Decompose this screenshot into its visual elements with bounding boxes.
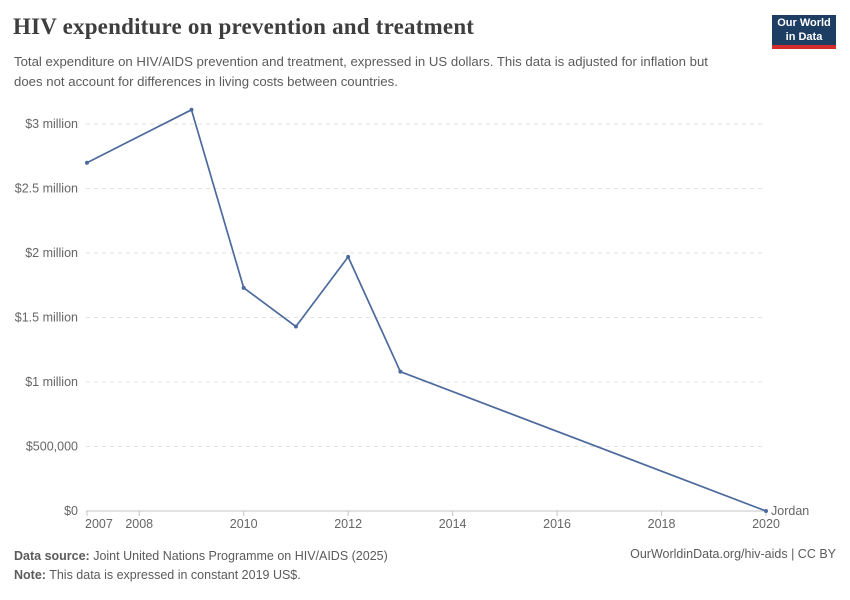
y-axis-tick-label: $2 million [25, 246, 78, 260]
data-point[interactable] [85, 160, 89, 165]
page-title: HIV expenditure on prevention and treatm… [13, 14, 475, 39]
owid-logo[interactable]: Our World in Data [772, 15, 836, 49]
series-line-jordan[interactable] [86, 108, 767, 512]
note-line: Note: This data is expressed in constant… [14, 566, 388, 585]
series-end-label[interactable]: Jordan [771, 504, 809, 518]
data-source-line: Data source: Joint United Nations Progra… [14, 547, 388, 566]
x-axis-tick-label: 2018 [648, 517, 676, 531]
line-chart: $0 $500,000 $1 million $1.5 million $2 milli… [15, 107, 809, 531]
y-axis-tick-label: $0 [64, 504, 78, 518]
note-label: Note: [14, 568, 46, 582]
y-axis-tick-label: $500,000 [26, 440, 78, 454]
owid-logo-line2: in Data [785, 30, 823, 43]
x-axis-tick-label: 2014 [439, 517, 467, 531]
x-axis-tick-label: 2020 [752, 517, 780, 531]
y-axis-tick-label: $1 million [25, 375, 78, 389]
y-axis-tick-label: $1.5 million [15, 311, 78, 325]
x-axis-tick-label: 2012 [334, 517, 362, 531]
x-axis-tick-label: 2016 [543, 517, 571, 531]
x-axis-tick-label: 2008 [125, 517, 153, 531]
footer-citation-link[interactable]: OurWorldinData.org/hiv-aids | CC BY [630, 547, 836, 561]
x-axis-tick-label: 2007 [85, 517, 113, 531]
owid-logo-line1: Our World [777, 17, 831, 29]
data-point[interactable] [398, 369, 403, 374]
note-text: This data is expressed in constant 2019 … [45, 568, 301, 582]
x-axis-tick-label: 2010 [230, 517, 258, 531]
data-point[interactable] [241, 285, 246, 290]
chart-subtitle: Total expenditure on HIV/AIDS prevention… [14, 54, 708, 89]
data-point[interactable] [764, 509, 768, 513]
footer-source-note: Data source: Joint United Nations Progra… [14, 547, 388, 585]
data-source-text: Joint United Nations Programme on HIV/AI… [89, 549, 388, 563]
data-point[interactable] [346, 254, 351, 259]
data-source-label: Data source: [14, 549, 90, 563]
data-point[interactable] [293, 324, 298, 329]
y-axis-tick-label: $3 million [25, 117, 78, 131]
y-axis-tick-label: $2.5 million [15, 182, 78, 196]
data-point[interactable] [189, 107, 194, 112]
